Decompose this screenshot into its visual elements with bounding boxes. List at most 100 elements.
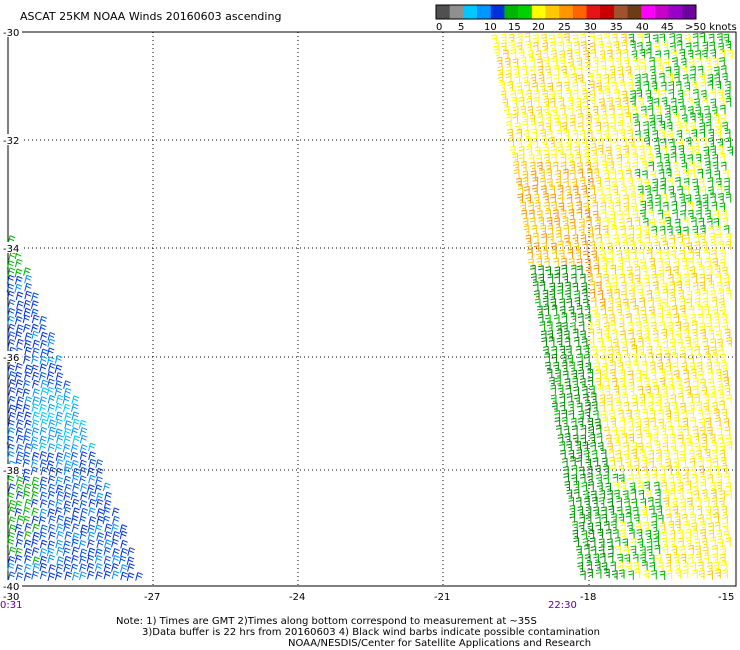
wind-barb xyxy=(87,507,96,516)
wind-barb xyxy=(718,497,725,507)
wind-barb xyxy=(588,233,594,243)
wind-barb xyxy=(561,121,568,132)
wind-barb xyxy=(112,555,120,564)
wind-barb xyxy=(701,537,708,548)
wind-barb xyxy=(694,194,701,204)
wind-barb xyxy=(655,201,661,211)
wind-barb xyxy=(47,572,56,581)
wind-barb xyxy=(637,538,644,548)
wind-barb xyxy=(673,265,679,276)
wind-barb xyxy=(55,452,64,461)
wind-barb xyxy=(710,536,716,547)
wind-barb xyxy=(592,353,599,363)
wind-barb xyxy=(607,345,614,356)
wind-barb xyxy=(63,500,72,509)
wind-barb xyxy=(579,473,586,484)
wind-barb xyxy=(672,57,678,67)
wind-barb xyxy=(634,409,640,419)
wind-barb xyxy=(551,304,558,315)
wind-barb xyxy=(555,369,561,379)
wind-barb xyxy=(575,249,582,259)
wind-barb xyxy=(686,97,693,107)
wind-barb xyxy=(70,451,79,461)
wind-barb xyxy=(619,377,625,387)
wind-barb xyxy=(720,545,726,555)
wind-barb xyxy=(642,170,648,180)
wind-barb xyxy=(535,250,542,260)
wind-barb xyxy=(675,176,681,187)
wind-barb xyxy=(594,312,600,323)
wind-barb xyxy=(47,475,56,484)
wind-barb xyxy=(662,338,669,348)
wind-barb xyxy=(601,457,608,467)
wind-barb xyxy=(79,571,87,580)
wind-barb xyxy=(725,434,732,444)
wind-barb xyxy=(54,506,63,516)
wind-barb xyxy=(646,241,652,252)
wind-barb xyxy=(527,105,534,116)
wind-barb xyxy=(667,377,674,388)
wind-barb xyxy=(622,153,629,163)
wind-barb xyxy=(569,513,576,523)
wind-barb xyxy=(94,484,103,494)
wind-barb xyxy=(555,321,562,332)
wind-barb xyxy=(644,481,650,491)
wind-barb xyxy=(7,451,15,460)
wind-barb xyxy=(674,170,680,180)
wind-barb xyxy=(563,81,570,91)
wind-barb xyxy=(643,521,649,531)
wind-barb xyxy=(70,427,79,436)
wind-barb xyxy=(47,490,56,500)
wind-barb xyxy=(577,417,584,428)
wind-barb xyxy=(713,217,719,228)
wind-barb xyxy=(609,368,616,379)
wind-barb xyxy=(627,417,634,428)
wind-barb xyxy=(681,121,688,132)
wind-barb xyxy=(663,210,670,220)
wind-barb xyxy=(70,563,79,573)
wind-barb xyxy=(719,442,725,452)
wind-barb xyxy=(661,328,667,339)
wind-barb xyxy=(561,416,568,427)
wind-barb xyxy=(678,144,685,155)
wind-barb xyxy=(624,257,631,267)
wind-barb xyxy=(705,352,711,363)
wind-barb xyxy=(54,443,63,453)
wind-barb xyxy=(627,273,634,283)
legend-swatch xyxy=(654,5,670,19)
legend-swatch xyxy=(449,5,464,19)
wind-barb xyxy=(571,369,577,380)
wind-barb xyxy=(568,58,574,68)
wind-barb xyxy=(6,492,15,501)
wind-barb xyxy=(714,265,721,275)
wind-barb xyxy=(695,553,702,563)
wind-barb xyxy=(716,424,723,435)
wind-barb xyxy=(662,240,669,251)
wind-barb xyxy=(644,473,650,483)
wind-barb xyxy=(708,128,714,139)
wind-barb xyxy=(626,561,632,572)
wind-barb xyxy=(78,540,87,549)
wind-barb xyxy=(668,88,674,99)
wind-barb xyxy=(683,234,690,244)
legend-swatch xyxy=(600,5,615,19)
wind-barb xyxy=(63,466,72,476)
wind-barb xyxy=(547,329,553,340)
wind-barb xyxy=(551,248,558,259)
wind-barb xyxy=(568,409,575,420)
wind-barb xyxy=(549,90,555,100)
wind-barb xyxy=(572,434,579,444)
wind-barb xyxy=(725,137,731,147)
wind-barb xyxy=(6,538,15,548)
wind-barb xyxy=(669,433,676,444)
wind-barb xyxy=(55,418,63,428)
wind-barb xyxy=(40,339,48,349)
wind-barb xyxy=(638,145,645,155)
wind-barb xyxy=(627,129,633,139)
wind-barb xyxy=(720,114,727,124)
wind-barb xyxy=(628,329,634,339)
wind-barb xyxy=(16,419,24,428)
wind-barb xyxy=(652,433,658,444)
wind-barb xyxy=(522,170,529,180)
wind-barb xyxy=(31,507,39,517)
